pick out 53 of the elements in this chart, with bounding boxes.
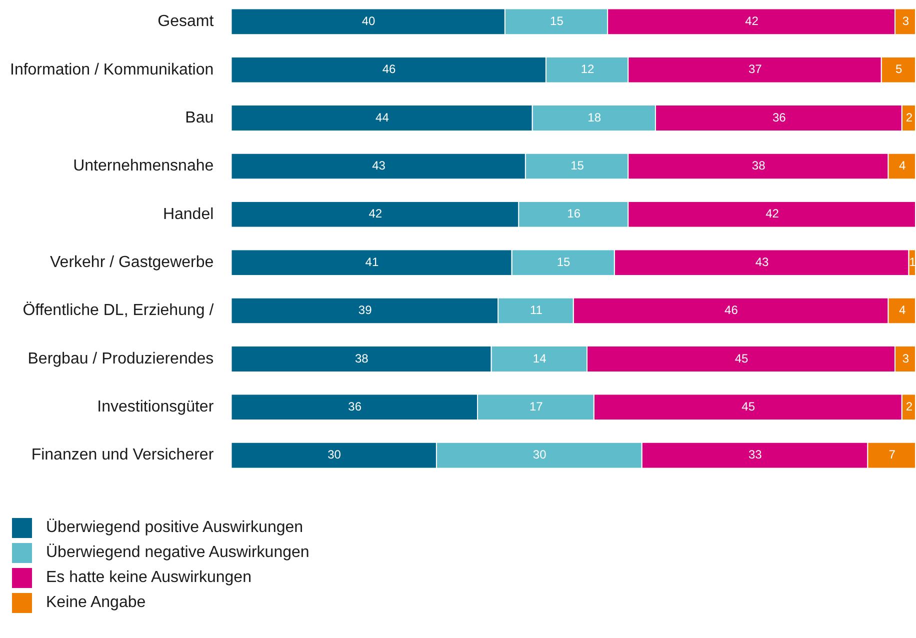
data-label: 36 [348, 399, 362, 414]
data-label: 42 [368, 206, 382, 221]
data-label: 42 [766, 206, 780, 221]
y-tick-label: Information / Kommunikation [10, 61, 214, 78]
data-label: 30 [532, 448, 547, 462]
legend-label: Es hatte keine Auswirkungen [46, 568, 252, 587]
data-label: 18 [588, 110, 602, 124]
data-label: 41 [365, 254, 379, 269]
legend-label: Überwiegend negative Auswirkungen [46, 544, 310, 562]
data-label: 33 [748, 448, 762, 462]
data-label: 3 [902, 351, 910, 366]
data-label: 43 [755, 254, 770, 269]
y-tick-label: Öffentliche DL, Erziehung / [22, 301, 214, 320]
data-label: 43 [372, 158, 386, 173]
data-label: 16 [567, 206, 581, 221]
y-tick-label: Gesamt [158, 13, 214, 30]
y-tick-label: Verkehr / Gastgewerbe [50, 254, 214, 271]
data-label: 5 [896, 62, 903, 76]
data-label: 42 [745, 14, 759, 28]
y-tick-label: Investitionsgüter [97, 398, 214, 416]
legend-label: Überwiegend positive Auswirkungen [46, 519, 304, 538]
data-label: 7 [888, 448, 896, 462]
y-tick-label: Unternehmensnahe [73, 158, 214, 175]
data-label: 15 [570, 158, 584, 173]
data-label: 15 [556, 254, 571, 269]
data-label: 36 [772, 110, 786, 124]
data-label: 12 [580, 62, 595, 76]
data-label: 11 [530, 303, 543, 318]
data-label: 46 [724, 303, 738, 318]
data-label: 14 [532, 351, 547, 366]
data-label: 2 [906, 110, 913, 124]
data-label: 15 [550, 14, 564, 28]
data-label: 38 [752, 158, 766, 173]
y-tick-label: Handel [162, 206, 214, 223]
data-label: 45 [742, 399, 756, 414]
data-label: 46 [382, 62, 396, 76]
data-label: 39 [358, 303, 372, 318]
data-label: 37 [748, 62, 762, 76]
data-label: 38 [354, 351, 369, 366]
data-label: 4 [898, 158, 906, 173]
y-tick-label: Finanzen und Versicherer [31, 446, 214, 464]
data-label: 4 [898, 303, 906, 318]
data-label: 3 [902, 14, 910, 28]
data-label: 45 [734, 351, 748, 366]
y-tick-label: Bergbau / Produzierendes [28, 350, 214, 368]
data-label: 40 [362, 14, 376, 28]
legend-label: Keine Angabe [46, 594, 146, 612]
data-label: 1 [909, 254, 916, 269]
y-tick-label: Bau [185, 109, 214, 126]
data-label: 2 [906, 399, 913, 414]
data-label: 30 [328, 448, 342, 462]
data-label: 44 [376, 110, 390, 124]
data-label: 17 [530, 399, 544, 414]
